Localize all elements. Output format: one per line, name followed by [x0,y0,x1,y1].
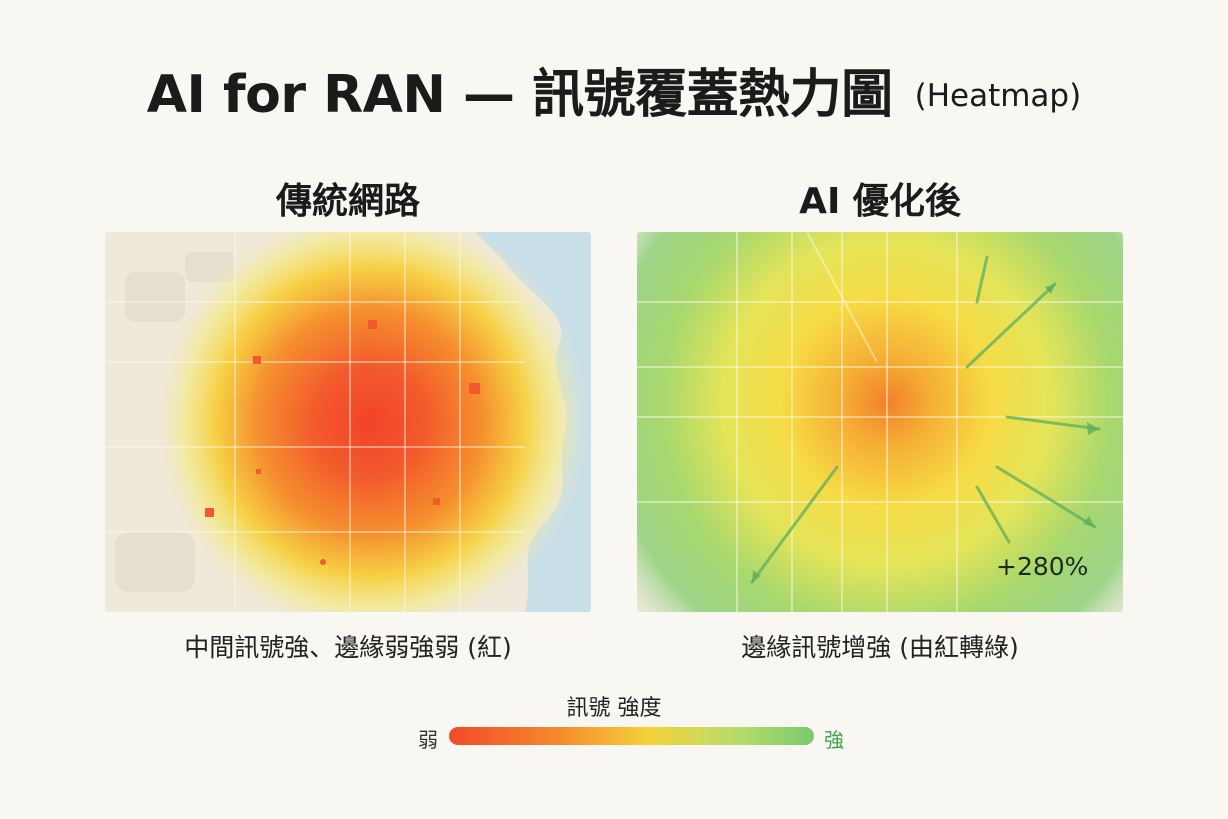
panel-heading-ai-optimized: AI 優化後 [799,181,961,222]
title-subtitle: (Heatmap) [914,78,1082,114]
legend-title: 訊號 強度 [566,696,662,721]
legend-gradient-bar [449,727,814,745]
caption-traditional: 中間訊號強、邊緣弱強弱 (紅) [184,633,512,662]
caption-ai-optimized: 邊緣訊號增強 (由紅轉綠) [741,633,1019,662]
panel-heading-traditional: 傳統網路 [275,181,420,222]
heatmap-traditional [105,232,591,612]
heatmap-ai-optimized [637,232,1123,612]
legend-high-label: 強 [824,728,844,752]
coverage-gain-label: +280% [996,552,1089,581]
page-title: AI for RAN — 訊號覆蓋熱力圖 (Heatmap) [0,52,1228,127]
title-main: AI for RAN — 訊號覆蓋熱力圖 [146,65,893,125]
legend-low-label: 弱 [418,728,438,752]
